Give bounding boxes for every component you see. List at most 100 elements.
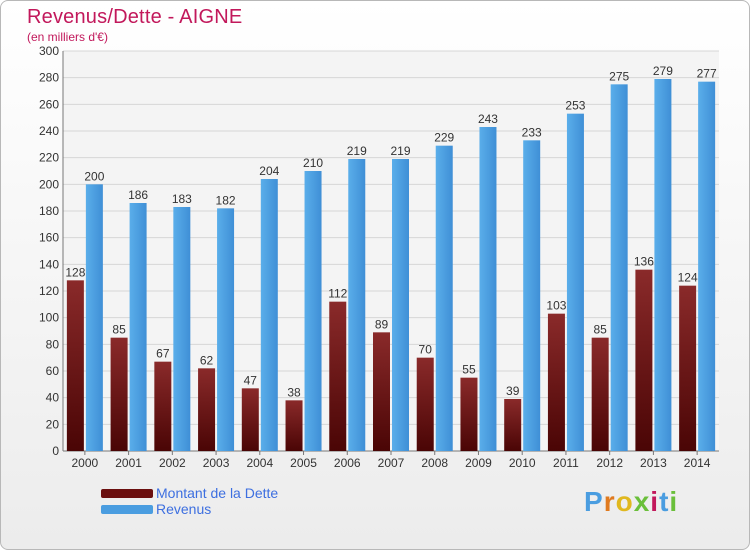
logo-letter: x (633, 486, 651, 517)
data-label-dette: 39 (506, 384, 520, 398)
data-label-dette: 70 (419, 343, 433, 357)
y-tick-label: 200 (39, 177, 59, 191)
bar-dette (504, 399, 522, 451)
bar-dette (285, 400, 303, 451)
data-label-dette: 62 (200, 353, 214, 367)
logo-letter: i (650, 486, 660, 517)
data-label-dette: 55 (462, 363, 476, 377)
x-tick-label: 2008 (421, 456, 448, 470)
bar-revenus (260, 179, 278, 451)
y-tick-label: 80 (46, 337, 60, 351)
y-tick-label: 20 (46, 417, 60, 431)
data-label-dette: 67 (156, 347, 170, 361)
bar-dette (416, 357, 434, 451)
bar-dette (591, 337, 609, 451)
logo-letter: t (659, 486, 670, 517)
x-tick-label: 2003 (203, 456, 230, 470)
bar-dette (547, 313, 565, 451)
y-tick-label: 40 (46, 391, 60, 405)
bar-dette (66, 280, 84, 451)
x-tick-label: 2009 (465, 456, 492, 470)
bar-revenus (129, 203, 147, 451)
y-tick-label: 280 (39, 71, 59, 85)
x-tick-label: 2001 (115, 456, 142, 470)
y-tick-label: 300 (39, 44, 59, 58)
y-tick-label: 220 (39, 151, 59, 165)
x-tick-label: 2006 (334, 456, 361, 470)
data-label-dette: 103 (546, 299, 566, 313)
y-tick-label: 160 (39, 231, 59, 245)
legend-label-dette: Montant de la Dette (156, 485, 279, 501)
data-label-revenus: 219 (347, 144, 367, 158)
x-tick-label: 2014 (684, 456, 711, 470)
bar-revenus (217, 208, 235, 451)
bar-revenus (610, 84, 628, 451)
data-label-revenus: 279 (653, 64, 673, 78)
bar-dette (198, 368, 216, 451)
data-label-dette: 85 (112, 323, 126, 337)
bar-dette (241, 388, 259, 451)
chart-title: Revenus/Dette - AIGNE (27, 6, 243, 28)
data-label-revenus: 243 (478, 112, 498, 126)
bar-dette (329, 301, 347, 451)
data-label-dette: 112 (328, 287, 347, 301)
x-tick-label: 2013 (640, 456, 667, 470)
bar-revenus (392, 159, 409, 451)
data-label-revenus: 182 (216, 193, 236, 207)
x-tick-label: 2010 (509, 456, 536, 470)
logo-letter: i (669, 486, 679, 517)
y-tick-label: 0 (52, 444, 59, 458)
bar-revenus (523, 140, 541, 452)
data-label-dette: 136 (634, 255, 654, 269)
x-tick-label: 2005 (290, 456, 317, 470)
bar-revenus (304, 171, 322, 451)
logo-letter: o (615, 486, 634, 517)
data-label-revenus: 233 (522, 125, 542, 139)
bar-revenus (85, 184, 103, 452)
y-tick-label: 100 (39, 311, 59, 325)
proxiti-logo: Proxiti (584, 486, 678, 518)
x-tick-label: 2007 (378, 456, 405, 470)
data-label-revenus: 210 (303, 156, 323, 170)
data-label-dette: 89 (375, 317, 389, 331)
legend-swatch-dette (101, 489, 153, 498)
data-label-revenus: 186 (128, 188, 148, 202)
bar-revenus (435, 145, 453, 451)
x-tick-label: 2004 (246, 456, 273, 470)
y-tick-label: 120 (39, 284, 59, 298)
y-tick-label: 140 (39, 257, 59, 271)
bar-dette (110, 337, 128, 451)
data-label-dette: 38 (287, 385, 301, 399)
legend-label-revenus: Revenus (156, 501, 212, 517)
data-label-revenus: 204 (259, 164, 279, 178)
bar-revenus (566, 113, 584, 452)
data-label-revenus: 183 (172, 192, 192, 206)
data-label-revenus: 253 (565, 99, 585, 113)
plot-area (63, 51, 719, 451)
x-tick-label: 2000 (72, 456, 99, 470)
chart-subtitle: (en milliers d'€) (27, 30, 108, 44)
bar-revenus (698, 81, 716, 452)
bar-dette (679, 285, 697, 451)
legend-swatch-revenus (101, 505, 153, 514)
bar-revenus (348, 159, 366, 451)
data-label-dette: 124 (678, 271, 698, 285)
bar-dette (460, 377, 478, 451)
y-tick-label: 240 (39, 124, 59, 138)
data-label-revenus: 229 (434, 131, 454, 145)
bar-dette (154, 361, 172, 451)
x-tick-label: 2012 (596, 456, 623, 470)
logo-letter: P (584, 486, 604, 517)
data-label-dette: 85 (593, 323, 607, 337)
y-tick-label: 60 (46, 364, 60, 378)
x-tick-label: 2002 (159, 456, 186, 470)
data-label-revenus: 277 (697, 67, 717, 81)
y-tick-label: 180 (39, 204, 59, 218)
data-label-revenus: 219 (390, 144, 410, 158)
bar-dette (373, 332, 390, 451)
logo-letter: r (603, 486, 616, 517)
data-label-dette: 47 (244, 373, 258, 387)
bar-revenus (173, 207, 191, 451)
